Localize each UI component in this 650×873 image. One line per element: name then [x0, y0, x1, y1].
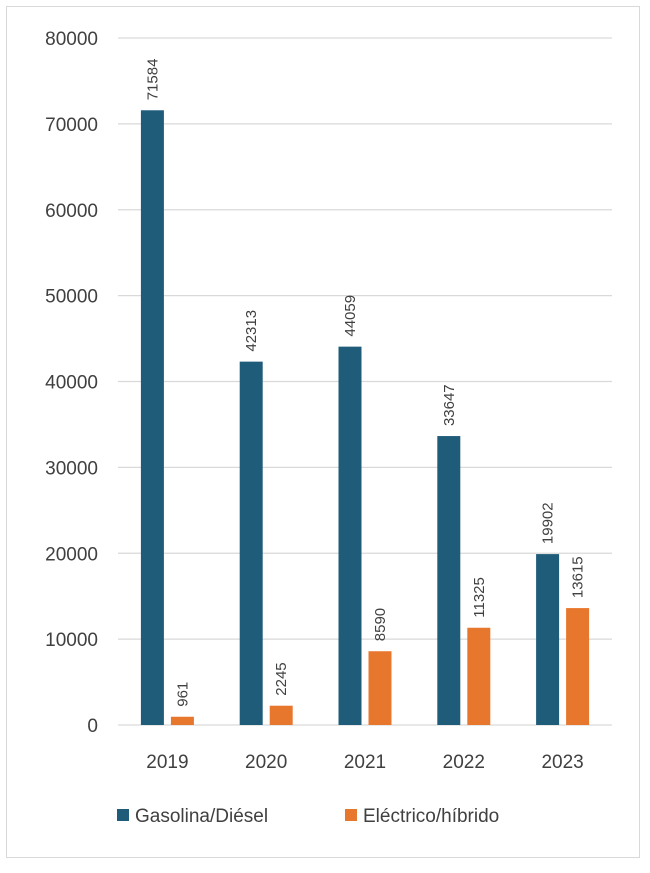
x-tick-label: 2019 [146, 752, 188, 773]
data-label: 33647 [441, 384, 458, 426]
legend-swatch [117, 809, 129, 821]
bar-gasolina-diesel-2021 [338, 346, 362, 725]
y-axis-ticks: 0 10000 20000 30000 40000 50000 60000 70000 8000… [45, 29, 98, 737]
chart-frame [6, 6, 640, 858]
gridlines [118, 37, 612, 726]
data-label: 19902 [540, 502, 557, 544]
data-label: 13615 [570, 556, 587, 598]
bar-electrico-hibrido-2021 [368, 651, 392, 725]
bar-gasolina-diesel-2020 [239, 361, 263, 725]
bar-gasolina-diesel-2019 [140, 110, 164, 725]
y-tick-label: 80000 [45, 29, 98, 50]
data-label: 2245 [273, 662, 290, 695]
x-tick-label: 2021 [344, 752, 386, 773]
bars [140, 110, 590, 725]
y-tick-label: 40000 [45, 373, 98, 394]
legend-swatch [345, 809, 357, 821]
x-tick-label: 2022 [443, 752, 485, 773]
data-label: 11325 [471, 577, 488, 618]
data-label: 42313 [243, 310, 260, 352]
y-tick-label: 50000 [45, 287, 98, 308]
data-label: 961 [174, 682, 191, 707]
data-label: 8590 [372, 608, 389, 641]
x-axis-ticks: 2019 2020 2021 2022 2023 [146, 752, 583, 773]
y-tick-label: 70000 [45, 115, 98, 136]
y-tick-label: 10000 [45, 630, 98, 651]
bar-electrico-hibrido-2022 [467, 627, 491, 725]
y-tick-label: 30000 [45, 458, 98, 479]
y-tick-label: 20000 [45, 544, 98, 565]
x-tick-label: 2020 [245, 752, 287, 773]
bar-gasolina-diesel-2023 [536, 554, 560, 725]
legend: Gasolina/Diésel Eléctrico/híbrido [117, 806, 499, 827]
bar-electrico-hibrido-2020 [269, 705, 293, 725]
data-label: 71584 [144, 59, 161, 101]
data-label: 44059 [342, 295, 359, 337]
legend-label: Eléctrico/híbrido [363, 806, 499, 827]
data-labels: 71584 961 42313 2245 44059 8590 33647 11325 1990… [144, 59, 586, 707]
bar-gasolina-diesel-2022 [437, 436, 461, 725]
bar-electrico-hibrido-2019 [170, 716, 194, 725]
legend-label: Gasolina/Diésel [135, 806, 268, 827]
x-tick-label: 2023 [541, 752, 583, 773]
y-tick-label: 0 [87, 716, 98, 737]
bar-electrico-hibrido-2023 [566, 608, 590, 725]
y-tick-label: 60000 [45, 201, 98, 222]
